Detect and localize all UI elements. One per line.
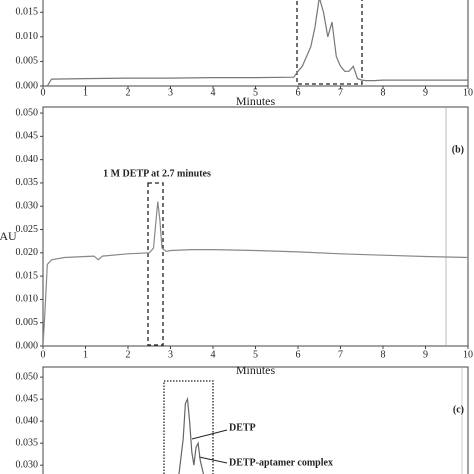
frame <box>42 106 469 347</box>
y-tick-label: 0.010 <box>16 31 39 42</box>
y-tick-label: 0.030 <box>16 459 39 470</box>
y-axis-label: AU <box>0 229 17 243</box>
frame <box>42 366 469 474</box>
y-tick-label: 0.000 <box>16 340 39 351</box>
x-tick-label: 3 <box>168 349 173 360</box>
highlight-box <box>163 380 214 474</box>
y-tick-label: 0.030 <box>16 201 39 212</box>
x-tick-label: 1 <box>83 87 88 98</box>
y-tick-label: 0.035 <box>16 437 39 448</box>
y-tick-label: 0.035 <box>16 177 39 188</box>
frame <box>42 0 469 87</box>
arrow <box>191 429 228 440</box>
y-tick-label: 0.040 <box>16 154 39 165</box>
x-tick-label: 10 <box>463 87 473 98</box>
x-tick-label: 7 <box>338 87 343 98</box>
panel-label: (c) <box>453 404 464 415</box>
y-tick-label: 0.025 <box>16 224 39 235</box>
annotation: 1 M DETP at 2.7 minutes <box>103 168 211 179</box>
x-tick-label: 2 <box>126 349 131 360</box>
highlight-box <box>147 182 164 346</box>
y-tick-label: 0.015 <box>16 7 39 18</box>
x-tick-label: 8 <box>381 87 386 98</box>
x-tick-label: 6 <box>296 349 301 360</box>
y-tick-label: 0.045 <box>16 131 39 142</box>
x-tick-label: 1 <box>83 349 88 360</box>
annotation: DETP <box>229 422 256 433</box>
y-tick-label: 0.015 <box>16 270 39 281</box>
x-tick-label: 4 <box>211 87 216 98</box>
y-tick-label: 0.050 <box>16 107 39 118</box>
x-axis-label: Minutes <box>236 94 276 108</box>
x-tick-label: 4 <box>211 349 216 360</box>
x-tick-label: 9 <box>423 349 428 360</box>
arrow <box>198 456 228 464</box>
panel-label: (b) <box>452 144 464 155</box>
x-tick-label: 10 <box>463 349 473 360</box>
y-tick-label: 0.010 <box>16 294 39 305</box>
x-tick-label: 6 <box>296 87 301 98</box>
x-tick-label: 8 <box>381 349 386 360</box>
x-tick-label: 7 <box>338 349 343 360</box>
y-tick-label: 0.040 <box>16 415 39 426</box>
x-tick-label: 9 <box>423 87 428 98</box>
x-tick-label: 2 <box>126 87 131 98</box>
highlight-box <box>296 0 363 85</box>
y-tick-label: 0.050 <box>16 371 39 382</box>
y-tick-label: 0.020 <box>16 247 39 258</box>
x-tick-label: 5 <box>253 349 258 360</box>
data-line <box>43 201 468 346</box>
y-tick-label: 0.005 <box>16 317 39 328</box>
annotation: DETP-aptamer complex <box>229 457 333 468</box>
data-line <box>178 396 205 474</box>
y-tick-label: 0.045 <box>16 393 39 404</box>
x-tick-label: 0 <box>41 87 46 98</box>
x-tick-label: 5 <box>253 87 258 98</box>
x-axis-label: Minutes <box>236 363 276 377</box>
y-tick-label: 0.005 <box>16 56 39 67</box>
y-tick-label: 0.000 <box>16 80 39 91</box>
data-line <box>46 0 468 86</box>
x-tick-label: 0 <box>41 349 46 360</box>
x-tick-label: 3 <box>168 87 173 98</box>
